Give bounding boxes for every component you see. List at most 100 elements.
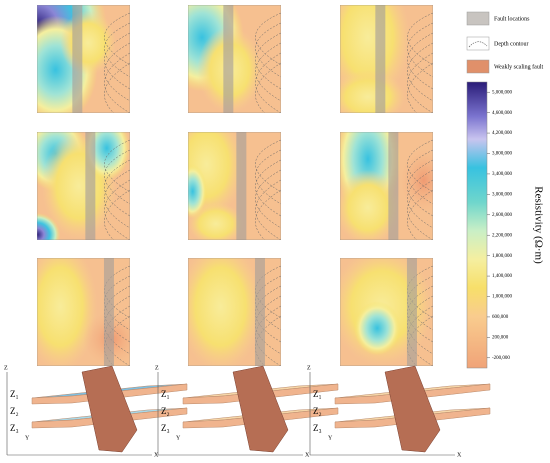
depth-contour <box>104 305 130 366</box>
layer-label: Z₁ <box>161 389 170 399</box>
axis-label: Z <box>155 365 159 371</box>
colorbar-tick-label: 600,000 <box>492 315 509 320</box>
colorbar-tick-label: 4,200,000 <box>492 131 513 136</box>
fault-location <box>72 5 83 113</box>
depth-contour <box>104 275 130 331</box>
fault-location <box>85 132 96 240</box>
contour-map <box>188 5 281 113</box>
depth-contour <box>104 139 130 193</box>
layer-label: Z₃ <box>313 423 322 433</box>
depth-contour <box>104 12 130 66</box>
depth-contour <box>104 42 130 102</box>
fault-plane <box>81 365 138 453</box>
depth-contour <box>407 52 433 113</box>
colorbar-title: Resistivity (Ω·m) <box>532 186 544 264</box>
axis-label: Y <box>176 435 181 441</box>
fault-location <box>375 5 386 113</box>
depth-contour <box>255 179 281 240</box>
contour-map <box>37 132 130 240</box>
axis-label: Z <box>4 365 8 371</box>
fault-plane <box>384 365 441 453</box>
colorbar-tick-label: 1,400,000 <box>492 274 513 279</box>
contour-map <box>188 132 281 240</box>
depth-contour <box>255 62 281 113</box>
depth-contour <box>407 275 433 331</box>
depth-contour <box>407 149 433 205</box>
depth-contour <box>255 275 281 331</box>
block-diagrams: Z₁ Z₂ Z₃ X Y Z Z₁ Z₂ Z₃ X Y Z Z₁ Z₂ Z₃ X Y Z <box>4 365 491 458</box>
resistivity-zone <box>188 132 244 219</box>
colorbar-tick-label: 1,800,000 <box>492 254 513 259</box>
depth-contour <box>407 22 433 78</box>
layer-label: Z₂ <box>10 406 19 416</box>
colorbar-tick-label: 1,000,000 <box>492 295 513 300</box>
contour-map <box>340 258 433 366</box>
fault-location <box>388 132 399 240</box>
depth-contour <box>104 169 130 229</box>
colorbar-ramp <box>466 81 488 369</box>
colorbar-tick-label: 4,600,000 <box>492 111 513 116</box>
resistivity-zone <box>340 169 401 240</box>
contour-swatch <box>466 36 490 51</box>
contour-map <box>340 132 433 240</box>
depth-contour <box>104 52 130 113</box>
fault-plane <box>232 365 289 453</box>
depth-contour <box>255 52 281 113</box>
depth-contour <box>104 189 130 240</box>
fault-location <box>223 5 234 113</box>
contour-maps <box>37 5 433 366</box>
contour-map <box>37 258 130 366</box>
depth-contour <box>407 139 433 193</box>
colorbar-tick-label: 3,800,000 <box>492 152 513 157</box>
depth-contour <box>255 42 281 102</box>
depth-contour <box>407 42 433 102</box>
depth-contour <box>104 62 130 113</box>
axis-label: Z <box>307 365 311 371</box>
legend-label: Weakly scaling fault <box>494 63 543 70</box>
depth-contour <box>104 179 130 240</box>
resistivity-zone <box>60 10 117 76</box>
depth-contour <box>255 32 281 90</box>
depth-contour <box>255 189 281 240</box>
depth-contour <box>104 22 130 78</box>
depth-contour <box>255 149 281 205</box>
resistivity-zone <box>340 69 406 113</box>
layer-label: Z₂ <box>161 406 170 416</box>
resistivity-zone <box>188 202 244 240</box>
depth-contour <box>407 169 433 229</box>
contour-map <box>188 258 281 366</box>
axis-label: Y <box>25 435 30 441</box>
axis-label: X <box>457 452 462 458</box>
axis-label: X <box>305 452 310 458</box>
colorbar-tick-label: 5,000,000 <box>492 90 513 95</box>
depth-contour <box>255 305 281 366</box>
depth-contour <box>255 22 281 78</box>
fault-location <box>254 258 265 366</box>
contour-map <box>37 5 130 113</box>
layer-label: Z₃ <box>161 423 170 433</box>
depth-contour <box>104 159 130 217</box>
layer-label: Z₁ <box>10 389 19 399</box>
resistivity-zone <box>353 301 401 356</box>
colorbar-tick-label: 2,200,000 <box>492 233 513 238</box>
depth-contour <box>407 12 433 66</box>
colorbar-tick-label: -200,000 <box>492 356 510 361</box>
depth-contour <box>255 159 281 217</box>
colorbar-tick-label: 200,000 <box>492 335 509 340</box>
colorbar: Resistivity (Ω·m) 5,000,000 4,600,000 4,20… <box>466 81 544 369</box>
legend-label: Depth contour <box>494 41 529 47</box>
fault-location <box>406 258 417 366</box>
depth-contour <box>104 149 130 205</box>
colorbar-tick-label: 2,600,000 <box>492 213 513 218</box>
colorbar-tick-label: 3,000,000 <box>492 192 513 197</box>
fault-swatch <box>466 11 490 26</box>
resistivity-zone <box>37 258 98 366</box>
depth-contour <box>255 12 281 66</box>
depth-contour <box>255 139 281 193</box>
depth-contour <box>255 169 281 229</box>
depth-contour <box>407 32 433 90</box>
resistivity-zone <box>400 148 433 213</box>
resistivity-zone <box>188 164 207 219</box>
axis-label: X <box>154 452 159 458</box>
